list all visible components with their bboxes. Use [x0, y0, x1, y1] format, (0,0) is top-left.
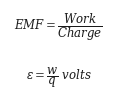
Text: $EMF = \dfrac{Work}{Charge}$: $EMF = \dfrac{Work}{Charge}$: [14, 12, 103, 43]
Text: $\varepsilon = \dfrac{w}{q}\ volts$: $\varepsilon = \dfrac{w}{q}\ volts$: [26, 65, 91, 90]
